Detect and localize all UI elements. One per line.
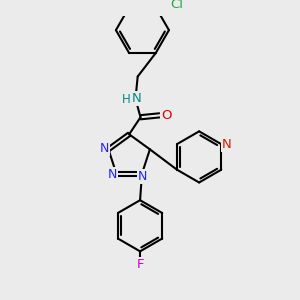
Text: N: N — [108, 168, 117, 181]
Text: N: N — [100, 142, 110, 155]
Text: F: F — [136, 258, 144, 271]
Text: Cl: Cl — [170, 0, 183, 11]
Text: H: H — [122, 93, 131, 106]
Text: N: N — [222, 138, 232, 151]
Text: O: O — [161, 109, 171, 122]
Text: N: N — [138, 170, 148, 183]
Text: N: N — [132, 92, 142, 105]
